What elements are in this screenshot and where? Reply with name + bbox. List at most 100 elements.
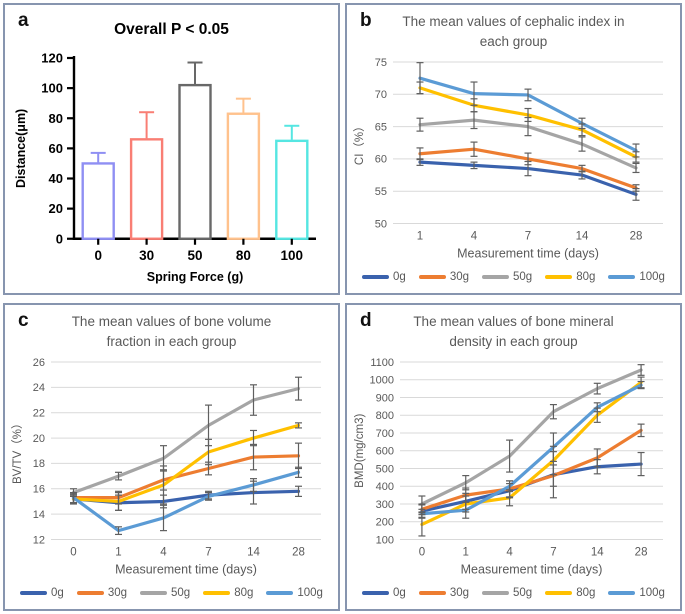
legend-label-100g: 100g bbox=[639, 271, 665, 283]
bar bbox=[275, 139, 309, 241]
legend-item-50g: 50g bbox=[140, 587, 190, 599]
legend-item-100g: 100g bbox=[608, 587, 665, 599]
y-tick-label: 100 bbox=[41, 81, 63, 96]
y-tick-label: 900 bbox=[376, 392, 394, 404]
legend-swatch-100g bbox=[608, 591, 636, 595]
x-tick-label: 7 bbox=[550, 546, 556, 558]
legend-label-30g: 30g bbox=[449, 271, 469, 283]
legend-swatch-100g bbox=[608, 275, 636, 279]
x-tick-label: 50 bbox=[187, 248, 202, 263]
x-tick-label: 7 bbox=[525, 230, 531, 242]
legend-d: 0g 30g 50g 80g 100g bbox=[352, 581, 675, 605]
legend-swatch-30g bbox=[418, 275, 446, 279]
series-line-100g bbox=[71, 470, 301, 532]
legend-item-0g: 0g bbox=[362, 587, 406, 599]
x-tick-label: 14 bbox=[576, 230, 589, 242]
y-tick-label: 65 bbox=[375, 121, 387, 133]
x-tick-label: 0 bbox=[419, 546, 425, 558]
legend-item-100g: 100g bbox=[608, 271, 665, 283]
panel-title-d-line2: density in each group bbox=[449, 334, 578, 350]
x-tick-label: 28 bbox=[630, 230, 643, 242]
panel-title-b-line2: each group bbox=[479, 34, 548, 50]
series-line-100g bbox=[420, 382, 643, 515]
x-axis-title: Spring Force (g) bbox=[147, 270, 244, 284]
series-line-80g bbox=[71, 423, 301, 503]
x-tick-label: 4 bbox=[471, 230, 478, 242]
legend-label-0g: 0g bbox=[393, 587, 406, 599]
legend-item-30g: 30g bbox=[76, 587, 127, 599]
legend-item-100g: 100g bbox=[266, 587, 323, 599]
legend-label-0g: 0g bbox=[393, 271, 406, 283]
y-tick-label: 22 bbox=[33, 407, 45, 419]
legend-label-50g: 50g bbox=[513, 271, 533, 283]
x-tick-label: 100 bbox=[281, 248, 304, 263]
legend-item-80g: 80g bbox=[545, 587, 595, 599]
y-tick-label: 600 bbox=[376, 445, 394, 457]
legend-label-0g: 0g bbox=[51, 587, 64, 599]
y-tick-label: 800 bbox=[376, 410, 394, 422]
legend-label-30g: 30g bbox=[449, 587, 469, 599]
x-tick-label: 0 bbox=[70, 546, 76, 558]
x-tick-label: 14 bbox=[247, 546, 260, 558]
y-tick-label: 100 bbox=[376, 534, 394, 546]
x-tick-label: 14 bbox=[591, 546, 604, 558]
panel-label-b: b bbox=[360, 10, 372, 31]
panel-title-b-line1: The mean values of cephalic index in bbox=[402, 14, 625, 29]
series-line-80g bbox=[420, 380, 643, 526]
bar bbox=[226, 112, 261, 241]
y-tick-label: 0 bbox=[56, 232, 63, 247]
bar bbox=[129, 138, 164, 241]
y-tick-label: 200 bbox=[376, 516, 394, 528]
panel-label-c: c bbox=[18, 310, 29, 331]
legend-item-50g: 50g bbox=[482, 587, 532, 599]
y-tick-label: 14 bbox=[33, 508, 45, 520]
legend-swatch-50g bbox=[482, 275, 509, 279]
legend-swatch-0g bbox=[362, 275, 390, 279]
y-tick-label: 16 bbox=[33, 483, 45, 495]
legend-swatch-0g bbox=[20, 591, 48, 595]
panel-d: d The mean values of bone mineral densit… bbox=[345, 303, 682, 611]
series-line-50g bbox=[420, 367, 643, 506]
x-tick-label: 4 bbox=[160, 546, 167, 558]
panel-c: c The mean values of bone volume fractio… bbox=[3, 303, 340, 611]
x-tick-label: 7 bbox=[205, 546, 211, 558]
x-tick-label: 4 bbox=[506, 546, 513, 558]
legend-swatch-30g bbox=[76, 591, 104, 595]
x-axis-title: Measurement time (days) bbox=[115, 562, 257, 576]
series-line-30g bbox=[420, 428, 643, 511]
panel-title-c-line1: The mean values of bone volume bbox=[71, 314, 272, 329]
legend-label-80g: 80g bbox=[234, 587, 254, 599]
y-tick-label: 18 bbox=[33, 458, 45, 470]
bar-chart-a: 0 20 40 60 80 100 120 0 30 50 80 100 Spring Force (g… bbox=[14, 51, 316, 284]
y-axis-title: Distance(μm) bbox=[14, 109, 28, 188]
legend-item-30g: 30g bbox=[418, 587, 469, 599]
y-tick-label: 20 bbox=[49, 201, 63, 216]
x-tick-label: 1 bbox=[463, 546, 469, 558]
legend-item-0g: 0g bbox=[20, 587, 64, 599]
x-tick-label: 0 bbox=[94, 248, 102, 263]
panel-title-b: The mean values of cephalic index in eac… bbox=[352, 12, 675, 53]
y-axis-title: BMD(mg/cm3) bbox=[354, 413, 366, 487]
y-tick-label: 20 bbox=[33, 432, 45, 444]
y-tick-label: 1100 bbox=[370, 356, 394, 368]
panel-a: a Overall P < 0.05 0 20 40 60 80 100 120 0 30 50 8… bbox=[3, 3, 340, 295]
y-axis-title: CI（%） bbox=[353, 120, 366, 165]
y-tick-label: 24 bbox=[33, 382, 45, 394]
panel-title-a: Overall P < 0.05 bbox=[114, 21, 229, 38]
y-tick-label: 120 bbox=[41, 51, 63, 66]
legend-label-30g: 30g bbox=[107, 587, 127, 599]
legend-swatch-0g bbox=[362, 591, 390, 595]
x-tick-label: 1 bbox=[115, 546, 121, 558]
panel-label-a: a bbox=[18, 10, 29, 31]
y-tick-label: 60 bbox=[375, 153, 387, 165]
x-axis-title: Measurement time (days) bbox=[457, 246, 599, 260]
x-axis-title: Measurement time (days) bbox=[461, 562, 603, 576]
bar bbox=[81, 162, 115, 241]
y-axis-title: BV/TV（%） bbox=[11, 417, 24, 483]
y-tick-label: 1000 bbox=[370, 374, 394, 386]
legend-swatch-80g bbox=[545, 591, 573, 595]
legend-item-30g: 30g bbox=[418, 271, 469, 283]
legend-swatch-50g bbox=[482, 591, 509, 595]
